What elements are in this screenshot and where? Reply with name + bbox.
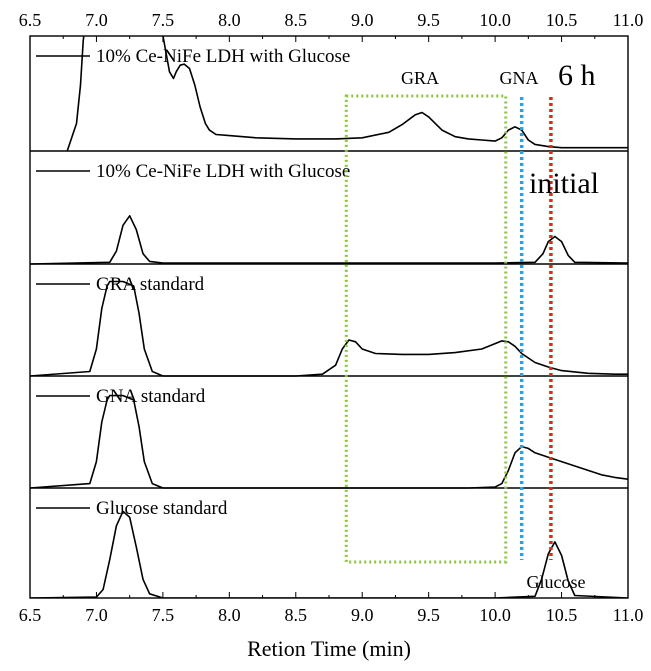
top-tick-label: 10.5 [546, 10, 578, 30]
top-tick-label: 11.0 [613, 10, 644, 30]
series-line [30, 394, 628, 489]
bottom-tick-label: 10.0 [479, 605, 511, 625]
bottom-tick-label: 11.0 [613, 605, 644, 625]
series-line [66, 36, 628, 152]
bottom-tick-label: 7.5 [152, 605, 175, 625]
x-axis-label: Retion Time (min) [247, 636, 411, 661]
legend-label: Glucose standard [96, 498, 228, 519]
peak-annotation: Glucose [527, 572, 586, 592]
top-tick-label: 9.0 [351, 10, 374, 30]
top-tick-label: 6.5 [19, 10, 42, 30]
legend-label: 10% Ce-NiFe LDH with Glucose [96, 161, 350, 182]
top-tick-label: 10.0 [479, 10, 511, 30]
legend-label: 10% Ce-NiFe LDH with Glucose [96, 46, 350, 67]
bottom-tick-label: 7.0 [85, 605, 108, 625]
series-line [30, 280, 628, 377]
top-tick-label: 7.5 [152, 10, 175, 30]
legend-label: GNA standard [96, 386, 206, 407]
bottom-tick-label: 8.5 [285, 605, 308, 625]
peak-annotation: GRA [401, 68, 439, 88]
region-box [344, 94, 508, 564]
bottom-tick-label: 8.0 [218, 605, 241, 625]
bottom-tick-label: 9.5 [417, 605, 440, 625]
peak-annotation: GNA [500, 68, 539, 88]
top-tick-label: 8.0 [218, 10, 241, 30]
legend-label: GRA standard [96, 274, 205, 295]
top-tick-label: 7.0 [85, 10, 108, 30]
panel-tag: 6 h [558, 59, 596, 92]
series-line [30, 510, 628, 598]
series-line [30, 215, 628, 265]
top-tick-label: 8.5 [285, 10, 308, 30]
panel-tag: initial [529, 167, 599, 200]
bottom-tick-label: 9.0 [351, 605, 374, 625]
bottom-tick-label: 10.5 [546, 605, 578, 625]
bottom-tick-label: 6.5 [19, 605, 42, 625]
top-tick-label: 9.5 [417, 10, 440, 30]
